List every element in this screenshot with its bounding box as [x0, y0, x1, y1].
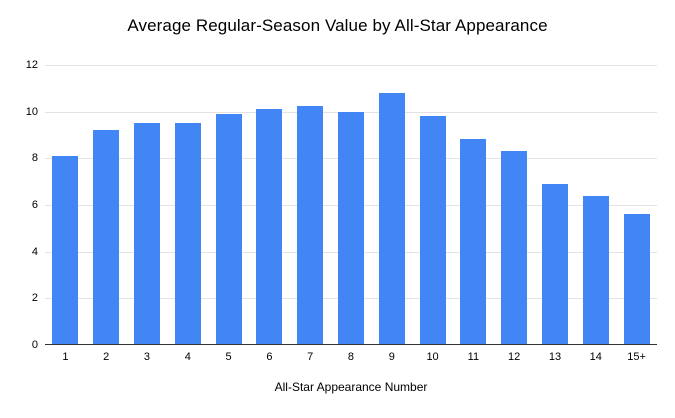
x-tick-label: 1	[62, 351, 69, 363]
bar-10	[419, 116, 446, 345]
bar-9	[378, 93, 405, 345]
x-tick-label: 12	[508, 351, 521, 363]
bar-slot	[412, 65, 453, 345]
x-tick-label: 7	[307, 351, 314, 363]
bar-13	[541, 184, 568, 345]
bar-1	[52, 156, 79, 345]
x-tick-label: 10	[426, 351, 439, 363]
bar-slot	[127, 65, 168, 345]
bar-slot	[371, 65, 412, 345]
x-tick-label: 6	[266, 351, 273, 363]
x-tick-label: 14	[589, 351, 602, 363]
x-tick-label: 15+	[627, 351, 646, 363]
x-tick-label: 3	[143, 351, 151, 363]
bar-slot	[45, 65, 86, 345]
bar-slot	[331, 65, 372, 345]
bar-slot	[167, 65, 208, 345]
bar-slot	[453, 65, 494, 345]
y-axis: 0 2 4 6 8 10 12	[0, 59, 38, 351]
x-tick-label: 8	[347, 351, 355, 363]
y-tick-label: 10	[25, 105, 38, 118]
bar-slot	[86, 65, 127, 345]
bar-11	[460, 138, 487, 345]
bar-4	[174, 123, 201, 345]
bars-group	[45, 65, 657, 345]
bar-6	[256, 109, 283, 345]
x-axis-tick-labels: 1 2 3 4 5 6 7 8 9 10 11 12 13 14 15+	[45, 351, 657, 363]
y-tick-label: 0	[31, 339, 38, 351]
y-tick-label: 12	[25, 59, 38, 71]
x-tick-label: 4	[184, 351, 191, 363]
bar-slot	[290, 65, 331, 345]
x-axis-line	[45, 344, 657, 345]
y-tick-label: 4	[31, 245, 38, 258]
x-tick-label: 13	[548, 351, 562, 363]
y-tick-label: 6	[31, 199, 38, 211]
bar-slot	[616, 65, 657, 345]
bar-5	[215, 114, 242, 345]
chart-title: Average Regular-Season Value by All-Star…	[127, 16, 548, 35]
bar-slot	[535, 65, 576, 345]
x-tick-label: 2	[103, 351, 110, 363]
y-tick-label: 8	[31, 152, 38, 165]
bar-15+	[623, 214, 650, 345]
gridline	[45, 65, 657, 66]
bar-slot	[494, 65, 535, 345]
bar-8	[337, 111, 364, 345]
bar-7	[297, 105, 324, 345]
y-tick-label: 2	[31, 292, 38, 305]
bar-3	[133, 123, 160, 345]
bar-14	[582, 195, 609, 345]
bar-slot	[208, 65, 249, 345]
bar-slot	[575, 65, 616, 345]
bar-slot	[249, 65, 290, 345]
x-tick-label: 5	[225, 351, 232, 363]
plot-area	[45, 65, 657, 345]
bar-12	[501, 151, 528, 345]
x-tick-label: 11	[467, 351, 480, 363]
x-axis-title: All-Star Appearance Number	[274, 380, 428, 394]
bar-2	[93, 130, 120, 345]
x-tick-label: 9	[388, 351, 395, 363]
